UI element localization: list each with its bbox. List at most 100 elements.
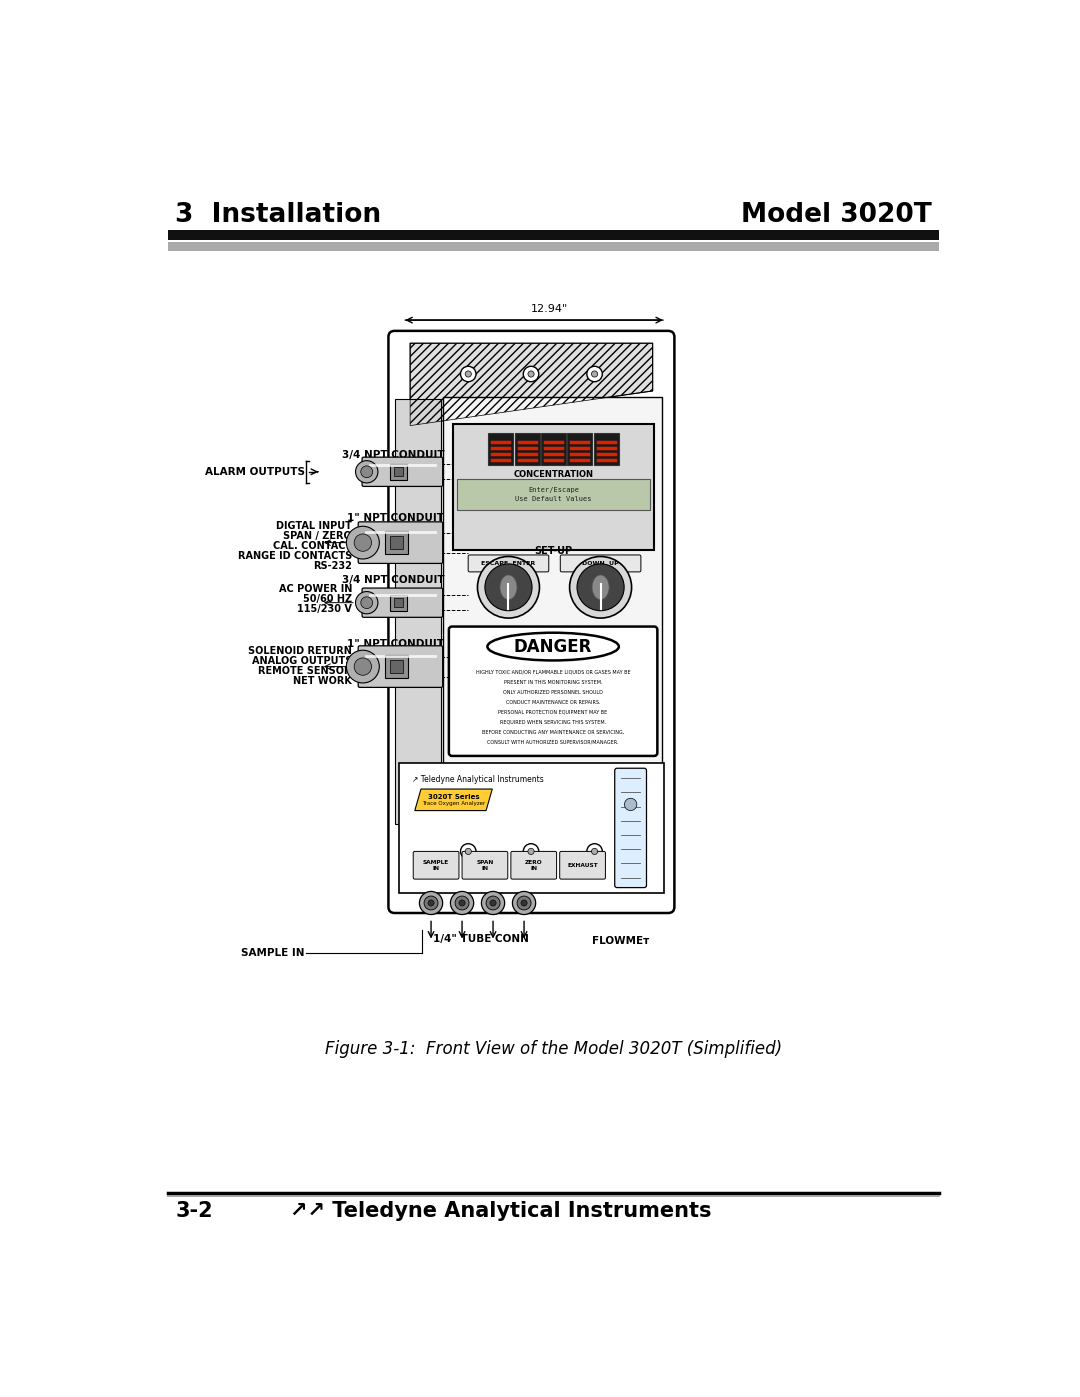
Polygon shape (410, 802, 652, 884)
FancyBboxPatch shape (561, 555, 640, 571)
Text: 12.94": 12.94" (531, 305, 568, 314)
FancyBboxPatch shape (615, 768, 647, 887)
Circle shape (586, 366, 603, 381)
Text: CONDUCT MAINTENANCE OR REPAIRS.: CONDUCT MAINTENANCE OR REPAIRS. (505, 700, 600, 704)
FancyBboxPatch shape (390, 659, 403, 673)
Text: Use Default Values: Use Default Values (515, 496, 592, 502)
FancyBboxPatch shape (359, 522, 443, 563)
Text: ↗↗ Teledyne Analytical Instruments: ↗↗ Teledyne Analytical Instruments (291, 1201, 712, 1221)
Text: Enter/Escape: Enter/Escape (528, 486, 579, 493)
Ellipse shape (500, 576, 517, 599)
FancyBboxPatch shape (449, 627, 658, 756)
Text: 3/4 NPT CONDUIT: 3/4 NPT CONDUIT (341, 450, 444, 460)
Circle shape (586, 844, 603, 859)
Text: 50/60 HZ: 50/60 HZ (302, 594, 352, 604)
Circle shape (486, 895, 500, 909)
Circle shape (569, 556, 632, 617)
Text: SPAN / ZERO: SPAN / ZERO (283, 531, 352, 541)
Circle shape (450, 891, 474, 915)
Circle shape (428, 900, 434, 907)
Circle shape (592, 372, 597, 377)
Circle shape (477, 556, 540, 617)
Bar (167, 242, 940, 251)
Circle shape (460, 844, 476, 859)
Circle shape (577, 564, 624, 610)
Ellipse shape (592, 576, 609, 599)
FancyBboxPatch shape (559, 851, 606, 879)
Text: Figure 3-1:  Front View of the Model 3020T (Simplified): Figure 3-1: Front View of the Model 3020… (325, 1041, 782, 1059)
Circle shape (624, 798, 637, 810)
Circle shape (347, 650, 379, 683)
FancyBboxPatch shape (458, 479, 649, 510)
Text: ONLY AUTHORIZED PERSONNEL SHOULD: ONLY AUTHORIZED PERSONNEL SHOULD (503, 690, 603, 694)
FancyBboxPatch shape (362, 588, 443, 617)
Text: REQUIRED WHEN SERVICING THIS SYSTEM.: REQUIRED WHEN SERVICING THIS SYSTEM. (500, 719, 606, 725)
Circle shape (465, 372, 471, 377)
Text: Trace Oxygen Analyzer: Trace Oxygen Analyzer (422, 800, 485, 806)
Text: 115/230 V: 115/230 V (297, 604, 352, 613)
Text: ↗ Teledyne Analytical Instruments: ↗ Teledyne Analytical Instruments (413, 775, 544, 784)
Bar (443, 397, 662, 826)
Circle shape (528, 848, 535, 855)
FancyBboxPatch shape (384, 655, 408, 678)
FancyBboxPatch shape (488, 433, 513, 465)
Text: AC POWER IN: AC POWER IN (279, 584, 352, 594)
FancyBboxPatch shape (541, 433, 566, 465)
FancyBboxPatch shape (394, 598, 403, 608)
Circle shape (347, 527, 379, 559)
Text: SET-UP: SET-UP (535, 546, 572, 556)
Circle shape (455, 895, 469, 909)
Text: 3/4 NPT CONDUIT: 3/4 NPT CONDUIT (341, 574, 444, 584)
Circle shape (517, 895, 531, 909)
Text: ESCAPE  ENTER: ESCAPE ENTER (482, 562, 536, 566)
Text: DIGTAL INPUT: DIGTAL INPUT (276, 521, 352, 531)
Circle shape (355, 591, 378, 613)
Text: ZERO
IN: ZERO IN (525, 861, 542, 870)
FancyBboxPatch shape (567, 433, 592, 465)
Circle shape (361, 467, 373, 478)
Text: Model 3020T: Model 3020T (741, 203, 932, 228)
Text: DANGER: DANGER (514, 637, 592, 655)
Circle shape (490, 900, 496, 907)
Text: EXHAUST: EXHAUST (567, 863, 598, 868)
Text: CONSULT WITH AUTHORIZED SUPERVISOR/MANAGER.: CONSULT WITH AUTHORIZED SUPERVISOR/MANAG… (487, 740, 619, 745)
Circle shape (354, 534, 372, 552)
Text: SPAN
IN: SPAN IN (476, 861, 494, 870)
Text: CONCENTRATION: CONCENTRATION (513, 471, 594, 479)
Circle shape (524, 844, 539, 859)
Text: PERSONAL PROTECTION EQUIPMENT MAY BE: PERSONAL PROTECTION EQUIPMENT MAY BE (499, 710, 608, 715)
Polygon shape (410, 344, 652, 426)
Text: RANGE ID CONTACTS: RANGE ID CONTACTS (238, 550, 352, 560)
Text: SAMPLE IN: SAMPLE IN (241, 949, 305, 958)
Text: ANALOG OUTPUTS: ANALOG OUTPUTS (252, 657, 352, 666)
Text: RS-232: RS-232 (313, 560, 352, 571)
Text: 1" NPT CONDUIT: 1" NPT CONDUIT (348, 638, 444, 648)
Polygon shape (415, 789, 492, 810)
FancyBboxPatch shape (362, 457, 443, 486)
FancyBboxPatch shape (389, 331, 674, 914)
Circle shape (424, 895, 438, 909)
Circle shape (592, 848, 597, 855)
Bar (394, 398, 441, 824)
Circle shape (482, 891, 504, 915)
FancyBboxPatch shape (359, 645, 443, 687)
Circle shape (465, 848, 471, 855)
Ellipse shape (487, 633, 619, 661)
FancyBboxPatch shape (462, 851, 508, 879)
Text: PRESENT IN THIS MONITORING SYSTEM.: PRESENT IN THIS MONITORING SYSTEM. (504, 680, 603, 685)
FancyBboxPatch shape (515, 433, 540, 465)
Circle shape (459, 900, 465, 907)
Text: 1" NPT CONDUIT: 1" NPT CONDUIT (348, 513, 444, 522)
Text: DOWN  UP: DOWN UP (582, 562, 619, 566)
FancyBboxPatch shape (391, 595, 406, 610)
FancyBboxPatch shape (394, 467, 403, 476)
FancyBboxPatch shape (468, 555, 549, 571)
Circle shape (419, 891, 443, 915)
Text: 3-2: 3-2 (175, 1201, 213, 1221)
Text: NET WORK: NET WORK (293, 676, 352, 686)
Circle shape (521, 900, 527, 907)
Text: HIGHLY TOXIC AND/OR FLAMMABLE LIQUIDS OR GASES MAY BE: HIGHLY TOXIC AND/OR FLAMMABLE LIQUIDS OR… (476, 669, 631, 675)
FancyBboxPatch shape (391, 464, 406, 479)
Circle shape (460, 366, 476, 381)
Text: 1/4" TUBE CONN: 1/4" TUBE CONN (433, 935, 529, 944)
